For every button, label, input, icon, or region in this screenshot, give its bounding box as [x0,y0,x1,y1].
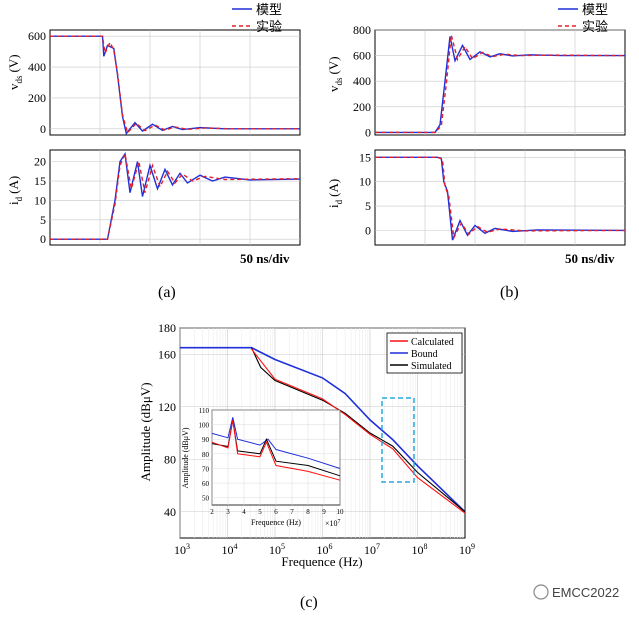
inset-series-bound-line [211,417,341,469]
panel-label-a: (a) [158,284,176,301]
inset-x-tick: 5 [258,508,262,516]
legend-c: Calculated Bound Simulated [386,332,463,374]
series-exp-line [375,156,626,241]
panel-b-vds: 0 200 400 600 800 vds(V) 模型 实验 [326,3,626,139]
x-tick-label: 109 [459,542,475,557]
y-tick-label: 15 [359,150,371,164]
x-tick-label: 106 [317,542,333,557]
legend-exp-a: 实验 [256,19,282,35]
x-tick-label: 105 [269,542,285,557]
legend-a: 模型 实验 [232,3,282,35]
inset-x-tick: 9 [322,508,326,516]
panel-label-c: (c) [300,594,318,611]
y-tick-label: 200 [353,100,371,114]
inset-y-tick: 90 [202,436,210,444]
inset-y-tick: 60 [202,480,210,488]
x-tick-label: 108 [412,542,428,557]
inset-exp: ×107 [325,519,341,528]
time-scale-b: 50 ns/div [565,251,615,266]
y-tick-label: 120 [158,400,176,414]
x-tick-label: 104 [222,542,238,557]
y-tick-label: 5 [40,213,46,227]
svg-text:实验: 实验 [582,19,608,35]
series-exp-line [375,34,626,134]
svg-text:Bound: Bound [411,349,438,360]
ylabel-main: v [6,83,21,90]
y-tick-label: 600 [28,29,46,43]
inset-y-tick: 100 [199,422,210,430]
zoom-box [381,397,415,483]
legend-model-a: 模型 [256,3,282,18]
watermark-text: EMCC2022 [552,585,619,600]
inset-chart: 50 60 70 80 90 100 110 2 3 4 5 6 7 8 9 10 Amplitude (d… [181,407,344,528]
y-tick-label: 800 [353,23,371,37]
series-exp-line [50,151,301,240]
inset-y-tick: 110 [199,407,210,415]
y-tick-label: 5 [365,199,371,213]
y-tick-label: 0 [40,232,46,246]
y-tick-label: 10 [359,175,371,189]
watermark: EMCC2022 [533,584,619,600]
y-tick-label: 180 [158,321,176,335]
series-model-line [50,151,301,240]
inset-x-tick: 7 [290,508,294,516]
y-tick-label: 400 [28,60,46,74]
panel-a-vds: 0 200 400 600 vds (V) 模型 实验 [6,3,301,136]
inset-y-tick: 80 [202,451,210,459]
inset-x-tick: 3 [226,508,230,516]
inset-x-tick: 4 [242,508,246,516]
ylabel-unit: (V) [6,54,21,72]
y-tick-label: 0 [365,125,371,139]
y-tick-label: 10 [34,193,46,207]
ylabel-a-id: id(A) [6,176,24,205]
ylabel-b-vds: vds(V) [326,56,344,92]
inset-series-calculated-line [211,420,341,481]
ylabel-c: Amplitude (dBμV) [138,382,153,481]
ylabel-b-id: id(A) [326,179,344,208]
series-exp-line [50,35,300,135]
time-scale-a: 50 ns/div [240,251,290,266]
y-tick-label: 0 [365,223,371,237]
series-simulated-line [251,347,466,513]
inset-x-tick: 2 [210,508,214,516]
panel-b-id: 0 5 10 15 id(A) 50 ns/div [326,149,626,266]
ylabel-a-vds: vds (V) [6,54,24,90]
y-tick-label: 600 [353,49,371,63]
y-tick-label: 160 [158,347,176,361]
svg-text:Simulated: Simulated [411,361,452,372]
inset-x-tick: 6 [274,508,278,516]
svg-text:Calculated: Calculated [411,337,454,348]
inset-xlabel: Frequence (Hz) [251,518,301,527]
inset-y-tick: 70 [202,465,210,473]
y-tick-label: 200 [28,91,46,105]
series-bound-line [180,346,466,513]
inset-x-tick: 10 [337,508,345,516]
y-tick-label: 80 [164,452,176,466]
x-tick-label: 103 [174,542,190,557]
panel-label-b: (b) [500,284,519,301]
x-tick-label: 107 [364,542,380,557]
legend-b: 模型 实验 [558,3,608,35]
svg-text:模型: 模型 [582,3,608,18]
y-tick-label: 20 [34,155,46,169]
y-tick-label: 400 [353,74,371,88]
y-tick-label: 0 [40,122,46,136]
y-tick-label: 40 [164,505,176,519]
inset-x-tick: 8 [306,508,310,516]
panel-a-id: 0 5 10 15 20 id(A) 50 ns/div [6,149,301,266]
y-tick-label: 15 [34,174,46,188]
inset-ylabel: Amplitude (dBμV) [181,427,190,488]
xlabel-c: Frequence (Hz) [281,554,362,569]
ylabel-sub: ds [14,75,24,84]
inset-y-tick: 50 [202,495,210,503]
